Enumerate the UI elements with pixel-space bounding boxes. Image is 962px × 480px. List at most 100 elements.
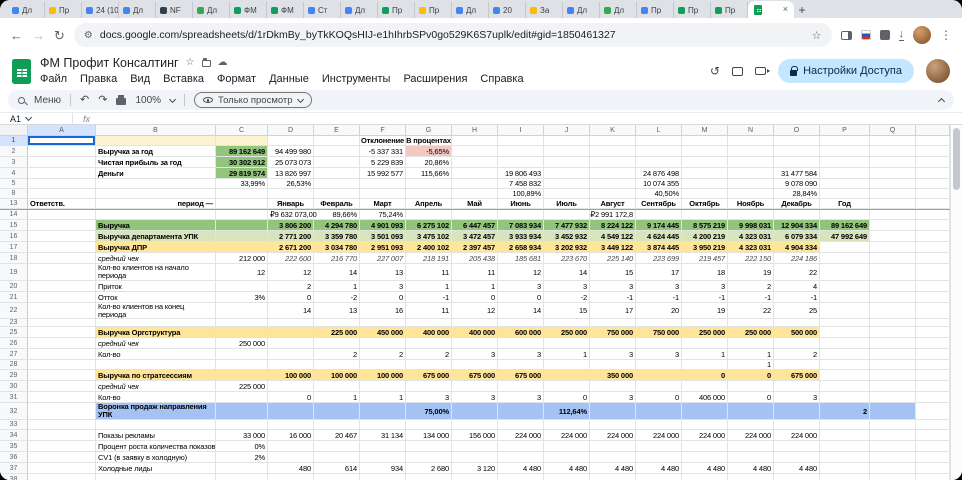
cell[interactable] — [820, 338, 870, 349]
cell[interactable] — [728, 168, 774, 179]
cell[interactable] — [216, 209, 268, 220]
cell[interactable] — [916, 189, 950, 199]
cell[interactable] — [406, 474, 452, 480]
cell[interactable] — [544, 441, 590, 452]
cell[interactable]: 3 — [498, 349, 544, 360]
row-header[interactable]: 15 — [0, 220, 28, 231]
cell[interactable]: 4 624 445 — [636, 231, 682, 242]
cell[interactable] — [590, 360, 636, 370]
tab[interactable]: Дл — [452, 2, 489, 18]
cell[interactable] — [916, 264, 950, 281]
cell[interactable] — [544, 168, 590, 179]
cell[interactable] — [916, 452, 950, 463]
column-header[interactable]: M — [682, 125, 728, 135]
cell[interactable] — [870, 360, 916, 370]
cell[interactable] — [820, 303, 870, 319]
close-icon[interactable]: × — [782, 4, 788, 14]
cell[interactable] — [916, 392, 950, 403]
cell[interactable] — [636, 360, 682, 370]
cell[interactable] — [682, 403, 728, 420]
row-header[interactable]: 28 — [0, 360, 28, 370]
cell[interactable] — [452, 441, 498, 452]
account-avatar[interactable] — [926, 59, 950, 83]
cell[interactable] — [452, 157, 498, 168]
row-header[interactable]: 26 — [0, 338, 28, 349]
cell[interactable] — [268, 360, 314, 370]
cell[interactable] — [28, 370, 96, 381]
cell[interactable] — [360, 319, 406, 327]
cell[interactable]: Деньги — [96, 168, 216, 179]
cell[interactable] — [590, 338, 636, 349]
cell[interactable] — [728, 319, 774, 327]
cell[interactable] — [820, 370, 870, 381]
cell[interactable]: 3 359 780 — [314, 231, 360, 242]
cell[interactable] — [268, 403, 314, 420]
back-button[interactable]: ← — [10, 27, 23, 43]
cell[interactable]: 2 — [728, 281, 774, 292]
cell[interactable]: 20 — [636, 303, 682, 319]
cell[interactable]: Октябрь — [682, 199, 728, 209]
cell[interactable] — [774, 360, 820, 370]
cell[interactable] — [28, 360, 96, 370]
column-header[interactable]: F — [360, 125, 406, 135]
address-bar[interactable]: ⚙ docs.google.com/spreadsheets/d/1rDkmBy… — [73, 23, 832, 47]
cell[interactable] — [916, 179, 950, 189]
cell[interactable] — [498, 209, 544, 220]
cell[interactable] — [728, 157, 774, 168]
cell[interactable] — [314, 381, 360, 392]
cell[interactable] — [916, 430, 950, 441]
cell[interactable] — [636, 157, 682, 168]
cell[interactable]: 3 501 093 — [360, 231, 406, 242]
cell[interactable]: 156 000 — [452, 430, 498, 441]
row-header[interactable]: 31 — [0, 392, 28, 403]
cell[interactable] — [268, 420, 314, 430]
cell[interactable]: 2 — [406, 349, 452, 360]
cell[interactable]: -1 — [682, 292, 728, 303]
forward-button[interactable]: → — [32, 27, 45, 43]
cell[interactable] — [820, 253, 870, 264]
cell[interactable]: 6 447 457 — [452, 220, 498, 231]
cell[interactable] — [870, 349, 916, 360]
cell[interactable]: 223 670 — [544, 253, 590, 264]
cell[interactable]: 2 — [820, 403, 870, 420]
cell[interactable] — [916, 420, 950, 430]
cell[interactable]: Ноябрь — [728, 199, 774, 209]
collapse-toolbar-icon[interactable] — [937, 97, 946, 105]
cell[interactable]: 2 680 — [406, 463, 452, 474]
cell[interactable] — [870, 370, 916, 381]
cell[interactable]: Выручка ДПР — [96, 242, 216, 253]
cell[interactable]: 30 302 912 — [216, 157, 268, 168]
cell[interactable]: 2 — [314, 349, 360, 360]
cell[interactable]: Май — [452, 199, 498, 209]
column-header[interactable]: G — [406, 125, 452, 135]
cell[interactable] — [820, 157, 870, 168]
cell[interactable]: 225 000 — [216, 381, 268, 392]
cell[interactable]: 25 073 073 — [268, 157, 314, 168]
cell[interactable]: Воронка продаж направления УПК — [96, 403, 216, 420]
cell[interactable]: 1 — [406, 281, 452, 292]
cell[interactable]: 675 000 — [774, 370, 820, 381]
cell[interactable]: 4 — [774, 281, 820, 292]
cell[interactable] — [636, 209, 682, 220]
tab[interactable]: Дл — [119, 2, 156, 18]
vertical-scrollbar[interactable] — [950, 125, 962, 480]
cell[interactable]: 19 — [728, 264, 774, 281]
cell[interactable]: 3% — [216, 292, 268, 303]
cell[interactable]: 112,64% — [544, 403, 590, 420]
cell[interactable] — [544, 209, 590, 220]
row-header[interactable]: 20 — [0, 281, 28, 292]
cell[interactable]: 0 — [452, 292, 498, 303]
name-box[interactable]: A1 — [0, 113, 72, 124]
tab[interactable]: 20 — [489, 2, 526, 18]
cell[interactable] — [216, 327, 268, 338]
cell[interactable]: 33 000 — [216, 430, 268, 441]
document-title[interactable]: ФМ Профит Консалтинг — [40, 56, 179, 70]
cell[interactable]: 185 681 — [498, 253, 544, 264]
cell[interactable]: 14 — [544, 264, 590, 281]
cell[interactable]: 0 — [682, 370, 728, 381]
reload-button[interactable]: ↻ — [54, 27, 65, 43]
cell[interactable]: 223 699 — [636, 253, 682, 264]
cell[interactable] — [28, 463, 96, 474]
cell[interactable] — [216, 231, 268, 242]
column-header[interactable]: L — [636, 125, 682, 135]
